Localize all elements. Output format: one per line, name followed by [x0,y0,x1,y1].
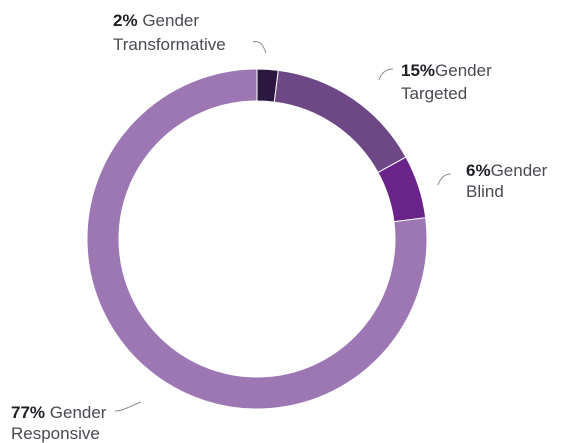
label-gender-transformative: 2% Gender Transformative [113,11,226,54]
label-gender-responsive: 77% Gender Responsive [11,403,107,443]
leader-line-targeted [378,68,394,81]
label-blind-pct: 6% [466,161,491,180]
svg-text:77% Gender: 77% Gender [11,403,107,422]
label-responsive-pct: 77% [11,403,45,422]
donut-slices [86,68,428,410]
label-transformative-line1: Gender [142,11,199,30]
label-transformative-pct: 2% [113,11,138,30]
slice-gender-responsive [86,68,428,410]
leader-line-transformative [252,41,267,54]
svg-text:2% Gender: 2% Gender [113,11,199,30]
leader-line-responsive [114,401,142,412]
label-transformative-line2: Transformative [113,35,226,54]
label-blind-line1: Gender [491,161,548,180]
label-gender-blind: 6%Gender Blind [466,161,548,201]
svg-text:15%Gender: 15%Gender [401,61,492,80]
slice-gender-targeted [273,69,407,174]
label-responsive-line2: Responsive [11,424,100,443]
label-targeted-line2: Targeted [401,84,467,103]
label-targeted-pct: 15% [401,61,435,80]
label-responsive-line1: Gender [50,403,107,422]
label-blind-line2: Blind [466,182,504,201]
svg-text:6%Gender: 6%Gender [466,161,548,180]
label-gender-targeted: 15%Gender Targeted [401,61,492,103]
label-targeted-line1: Gender [435,61,492,80]
leader-line-blind [437,173,452,186]
